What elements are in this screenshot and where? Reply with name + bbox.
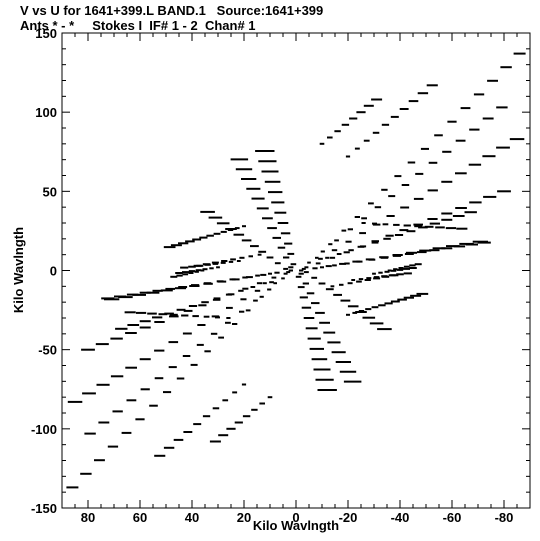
- axis-layer: 80 60 40 20 0 -20 -40 -60 -80 150 100 50 0 -50 -100 -15…: [31, 26, 531, 525]
- x-tick-label: -80: [495, 510, 514, 525]
- y-tick-label: 50: [43, 184, 57, 199]
- x-tick-label: 80: [81, 510, 95, 525]
- y-tick-label: -50: [38, 343, 57, 358]
- x-tick-label: 40: [185, 510, 199, 525]
- x-tick-label: -40: [391, 510, 410, 525]
- x-tick-label: -20: [339, 510, 358, 525]
- plot-frame: [61, 32, 531, 509]
- y-tick-label: 0: [50, 264, 57, 279]
- y-tick-label: -100: [31, 422, 57, 437]
- x-tick-label: 60: [133, 510, 147, 525]
- y-axis-label: Kilo Wavlngth: [11, 227, 26, 313]
- chart-subtitle: Ants * - * Stokes I IF# 1 - 2 Chan# 1: [20, 18, 256, 33]
- x-axis-label: Kilo Wavlngth: [253, 518, 339, 533]
- data-marks: [66, 52, 526, 489]
- x-tick-label: 0: [292, 510, 299, 525]
- y-tick-label: 100: [35, 105, 57, 120]
- x-tick-label: 20: [237, 510, 251, 525]
- x-tick-label: -60: [443, 510, 462, 525]
- y-tick-label: -150: [31, 501, 57, 516]
- chart-title: V vs U for 1641+399.L BAND.1 Source:1641…: [20, 3, 324, 18]
- y-tick-label: 150: [35, 26, 57, 41]
